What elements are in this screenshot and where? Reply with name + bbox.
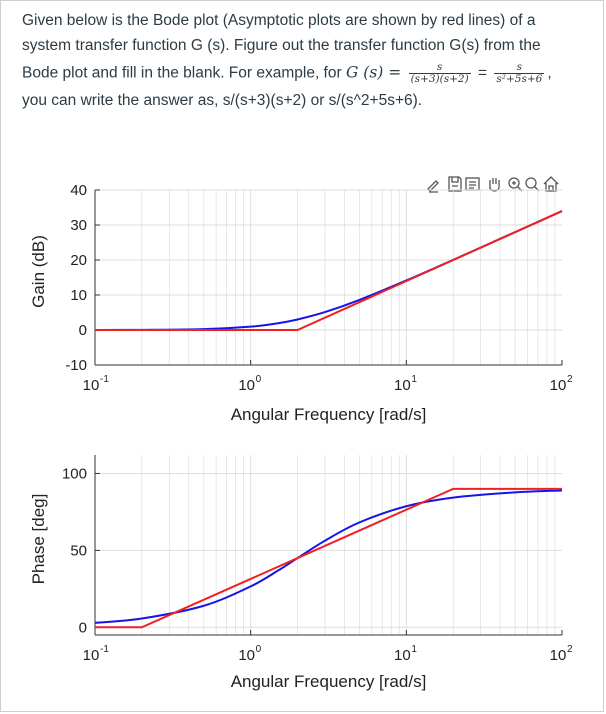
- zoom-in-icon[interactable]: [508, 177, 523, 192]
- xtick-base: 10: [394, 647, 411, 664]
- magnitude-ytick-label: 0: [79, 322, 87, 339]
- magnitude-ytick-label: 20: [70, 252, 87, 269]
- document-icon[interactable]: [465, 177, 480, 191]
- xtick-base: 10: [238, 647, 255, 664]
- xtick-base: 10: [550, 377, 567, 394]
- phase-xtick-label: 10 -1: [83, 644, 110, 664]
- xtick-base: 10: [83, 647, 100, 664]
- xtick-exponent: 0: [256, 374, 262, 385]
- magnitude-ytick-label: -10: [65, 357, 87, 374]
- phase-ytick-label: 50: [70, 542, 87, 559]
- phase-grid: [94, 455, 562, 635]
- phase-xtick-label: 10 2: [550, 644, 573, 664]
- magnitude-y-label: Gain (dB): [29, 235, 48, 308]
- magnitude-xtick-label: 10 1: [394, 374, 417, 394]
- xtick-base: 10: [394, 377, 411, 394]
- magnitude-ytick-label: 30: [70, 217, 87, 234]
- plot-toolbar: [427, 176, 559, 193]
- phase-x-label: Angular Frequency [rad/s]: [231, 672, 427, 691]
- phase-asymptote-line: [95, 487, 562, 629]
- magnitude-asymptote-line: [95, 210, 563, 331]
- magnitude-x-label: Angular Frequency [rad/s]: [231, 405, 427, 424]
- phase-exact-line: [94, 489, 563, 624]
- magnitude-xtick-label: 10 -1: [83, 374, 110, 394]
- xtick-exponent: -1: [100, 374, 109, 385]
- phase-y-label: Phase [deg]: [29, 494, 48, 585]
- home-icon[interactable]: [543, 176, 559, 192]
- xtick-exponent: 0: [256, 644, 262, 655]
- xtick-base: 10: [550, 647, 567, 664]
- fraction-2-numerator: s: [516, 61, 523, 73]
- example-fraction-1: s (s+3)(s+2): [408, 61, 471, 85]
- xtick-exponent: 1: [411, 374, 417, 385]
- phase-xtick-label: 10 0: [238, 644, 261, 664]
- fraction-1-numerator: s: [436, 61, 443, 73]
- xtick-base: 10: [238, 377, 255, 394]
- question-line-3-prefix: Bode plot and fill in the blank. For exa…: [22, 64, 346, 82]
- fraction-2-denominator: s²+5s+6: [494, 73, 545, 85]
- question-line-2: system transfer function G (s). Figure o…: [22, 37, 541, 54]
- question-line-4: you can write the answer as, s/(s+3)(s+2…: [22, 92, 423, 109]
- phase-ytick-label: 100: [62, 465, 87, 482]
- xtick-exponent: -1: [100, 644, 109, 655]
- question-line-3-suffix: ,: [547, 64, 552, 82]
- magnitude-ytick-label: 40: [70, 182, 87, 199]
- example-function: G (s) =: [345, 63, 402, 82]
- equals-sign: =: [478, 64, 488, 82]
- xtick-exponent: 2: [567, 644, 573, 655]
- xtick-base: 10: [83, 377, 100, 394]
- xtick-exponent: 1: [411, 644, 417, 655]
- question-line-3: Bode plot and fill in the blank. For exa…: [22, 62, 552, 85]
- example-fraction-2: s s²+5s+6: [494, 61, 545, 85]
- magnitude-grid: [94, 189, 562, 366]
- xtick-exponent: 2: [567, 374, 573, 385]
- fraction-1-denominator: (s+3)(s+2): [408, 73, 471, 85]
- phase-ytick-label: 0: [79, 619, 87, 636]
- magnitude-ytick-label: 10: [70, 287, 87, 304]
- pan-icon[interactable]: [489, 178, 500, 192]
- phase-xtick-label: 10 1: [394, 644, 417, 664]
- magnitude-exact-line: [94, 210, 563, 331]
- save-icon[interactable]: [448, 176, 462, 192]
- zoom-icon[interactable]: [525, 177, 540, 192]
- magnitude-xtick-label: 10 2: [550, 374, 573, 394]
- magnitude-xtick-label: 10 0: [238, 374, 261, 394]
- question-line-1: Given below is the Bode plot (Asymptotic…: [22, 12, 536, 29]
